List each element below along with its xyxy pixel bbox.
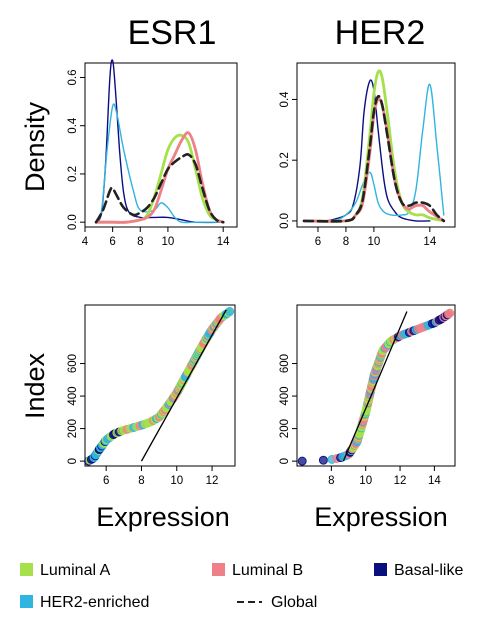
y-tick-label: 0.0 — [279, 213, 291, 229]
y-tick-label: 400 — [67, 386, 79, 405]
legend-item-luminal-b: Luminal B — [212, 562, 303, 579]
reference-line — [140, 309, 227, 462]
legend-swatch-luminal-a — [20, 563, 33, 576]
xlabel-her2: Expression — [314, 502, 448, 532]
y-tick-label: 0.2 — [279, 152, 291, 168]
data-point-her2-enriched — [225, 307, 235, 316]
x-tick-label: 8 — [343, 236, 349, 248]
series-line-luminal-b — [94, 131, 225, 224]
legend-swatch-basal-like — [374, 563, 387, 576]
x-tick-label: 8 — [137, 236, 143, 248]
series-line-luminal-a — [302, 69, 446, 223]
panel-her2-density: 6 8 10 14 0.0 0.2 0.4 — [279, 62, 456, 248]
y-tick-label: 0.4 — [279, 91, 291, 108]
column-title-her2: HER2 — [335, 14, 426, 52]
data-point-basal-like — [318, 455, 328, 465]
legend-item-luminal-a: Luminal A — [20, 562, 111, 579]
x-tick-label: 6 — [109, 236, 115, 248]
legend-item-basal-like: Basal-like — [374, 562, 463, 579]
plot-frame — [296, 62, 456, 228]
x-tick-label: 8 — [328, 475, 334, 487]
legend-item-global: Global — [237, 594, 317, 611]
legend-label-her2-enriched: HER2-enriched — [40, 594, 149, 611]
plot-frame — [84, 304, 236, 467]
x-tick-label: 10 — [162, 236, 175, 248]
data-point-basal-like — [297, 456, 307, 466]
plot-frame — [296, 304, 456, 467]
legend-item-her2-enriched: HER2-enriched — [20, 594, 149, 611]
x-tick-label: 12 — [394, 475, 407, 487]
x-tick-label: 14 — [217, 236, 230, 248]
y-tick-label: 600 — [67, 354, 79, 373]
panel-esr1-index: 6 8 10 12 0 200 400 600 — [67, 304, 236, 487]
legend: Luminal A Luminal B Basal-like HER2-enri… — [20, 562, 463, 611]
y-tick-label: 0.4 — [67, 117, 79, 134]
y-tick-label: 200 — [67, 419, 79, 438]
series-line-her2-enriched — [95, 103, 224, 224]
x-tick-label: 10 — [368, 236, 381, 248]
y-tick-label: 200 — [279, 419, 291, 438]
reference-line — [342, 311, 408, 462]
ylabel-index: Index — [20, 352, 50, 419]
plot-frame — [84, 62, 238, 228]
x-tick-label: 10 — [359, 475, 372, 487]
x-tick-label: 10 — [170, 475, 183, 487]
legend-swatch-her2-enriched — [20, 595, 33, 608]
y-tick-label: 600 — [279, 354, 291, 373]
legend-label-global: Global — [271, 594, 317, 611]
column-title-esr1: ESR1 — [128, 14, 217, 52]
y-tick-label: 400 — [279, 386, 291, 405]
y-tick-label: 0 — [67, 458, 79, 464]
x-tick-label: 6 — [315, 236, 321, 248]
series-line-luminal-a — [94, 133, 225, 224]
legend-label-luminal-b: Luminal B — [232, 562, 303, 579]
legend-label-basal-like: Basal-like — [394, 562, 463, 579]
y-tick-label: 0 — [279, 458, 291, 464]
legend-swatch-luminal-b — [212, 563, 225, 576]
series-line-her2-enriched — [303, 83, 445, 223]
panel-esr1-density: 4 6 8 10 14 0.0 0.2 0.4 0.6 — [67, 59, 238, 248]
ylabel-density: Density — [20, 101, 50, 192]
data-point-luminal-b — [445, 308, 455, 318]
legend-label-luminal-a: Luminal A — [40, 562, 111, 579]
y-tick-label: 0.0 — [67, 214, 79, 230]
panel-her2-index: 8 10 12 14 0 200 400 600 — [279, 304, 456, 487]
y-tick-label: 0.6 — [67, 69, 79, 85]
x-tick-label: 12 — [206, 475, 219, 487]
x-tick-label: 14 — [428, 475, 441, 487]
x-tick-label: 6 — [103, 475, 109, 487]
x-tick-label: 8 — [138, 475, 144, 487]
xlabel-esr1: Expression — [96, 502, 230, 532]
x-tick-label: 14 — [423, 236, 436, 248]
y-tick-label: 0.2 — [67, 166, 79, 182]
x-tick-label: 4 — [82, 236, 89, 248]
series-line-global — [302, 94, 446, 223]
